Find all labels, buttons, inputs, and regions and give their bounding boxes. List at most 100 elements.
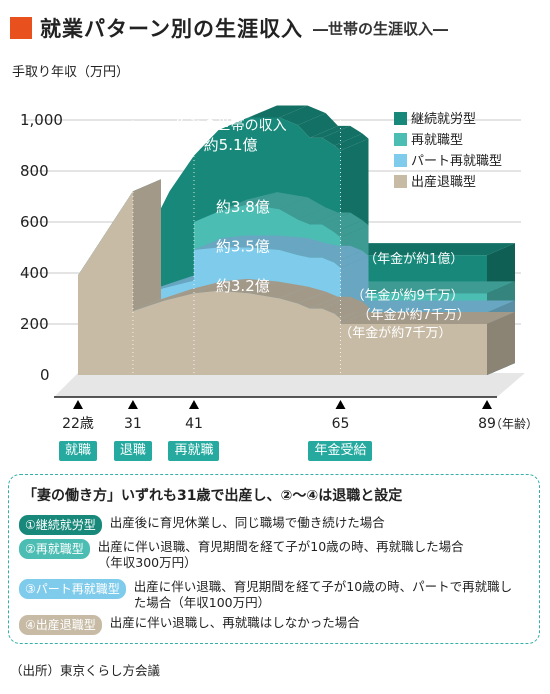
age-tick-marker bbox=[335, 400, 346, 409]
chart-title: 就業パターン別の生涯収入 bbox=[40, 17, 303, 41]
series-4-top-face bbox=[248, 281, 308, 299]
chart-base-band bbox=[54, 373, 525, 397]
age-tick-marker bbox=[188, 400, 199, 409]
age-tick-marker bbox=[73, 400, 83, 409]
legend-label-4: 出産退職型 bbox=[411, 174, 476, 190]
chart-subtitle: ―世帯の生涯収入― bbox=[312, 19, 448, 38]
age-tick-label: 89 bbox=[478, 416, 496, 432]
series-2-top-face bbox=[297, 207, 338, 225]
series-4-area bbox=[78, 191, 487, 375]
legend-label-1: 継続就労型 bbox=[411, 112, 476, 127]
event-badge: 年金受給 bbox=[308, 441, 373, 461]
y-axis-label: 手取り年収（万円） bbox=[12, 65, 129, 80]
event-badge: 再就職 bbox=[168, 441, 220, 461]
age-tick-label: 31 bbox=[124, 416, 142, 432]
event-badge: 就職 bbox=[59, 441, 97, 461]
series-2-top-face bbox=[193, 199, 247, 222]
series-2-top-face bbox=[340, 281, 515, 294]
series-4-top-face bbox=[297, 291, 338, 309]
series-4-top-face bbox=[193, 278, 247, 294]
y-tick-label: 200 bbox=[20, 315, 49, 333]
legend-swatch-2 bbox=[394, 133, 407, 146]
y-tick-label: 1,000 bbox=[20, 111, 63, 129]
series-4-top-face bbox=[163, 281, 222, 302]
series-4-top-face bbox=[340, 306, 369, 324]
age-tick-label: 22歳 bbox=[62, 416, 94, 432]
definition-text-2: 出産に伴い退職、育児期間を経て子が10歳の時、再就職した場合（年収300万円） bbox=[97, 539, 464, 570]
legend-label-2: 再就職型 bbox=[411, 133, 463, 148]
definition-tag-2: ②再就職型 bbox=[19, 539, 90, 559]
title-square-icon bbox=[10, 17, 32, 39]
age-tick-marker bbox=[482, 400, 492, 409]
y-tick-label: 800 bbox=[20, 162, 49, 180]
series-1-top-face bbox=[340, 243, 515, 256]
age-tick-label: 65 bbox=[332, 416, 350, 432]
series-1-top-face bbox=[248, 105, 308, 118]
definition-text-3: 出産に伴い退職、育児期間を経て子が10歳の時、パートで再就職した場合（年収100… bbox=[133, 579, 513, 610]
series-4-top-face bbox=[132, 179, 162, 312]
series-3-top-face bbox=[279, 238, 326, 256]
notes-box: 「妻の働き方」いずれも31歳で出産し、②〜④は退職と設定 ①継続就労型 出産後に… bbox=[8, 474, 540, 644]
definition-row-2: ②再就職型 出産に伴い退職、育児期間を経て子が10歳の時、再就職した場合（年収3… bbox=[19, 539, 486, 571]
age-tick-marker bbox=[127, 400, 138, 409]
y-tick-label: 400 bbox=[20, 264, 49, 282]
notes-heading: 「妻の働き方」いずれも31歳で出産し、②〜④は退職と設定 bbox=[23, 488, 403, 504]
legend-label-3: パート再就職型 bbox=[411, 154, 502, 169]
series-4-top-face bbox=[334, 301, 369, 319]
pension-label-3: （年金が約7千万） bbox=[358, 307, 470, 323]
series-3-top-face bbox=[334, 250, 369, 268]
series-3-top-face bbox=[340, 300, 515, 313]
series-4-top-face bbox=[309, 296, 351, 309]
series-3-top-face bbox=[248, 235, 308, 251]
definition-row-1: ①継続就労型 出産後に育児休業し、同じ職場で働き続けた場合 bbox=[19, 515, 498, 535]
x-axis-unit: （年齢） bbox=[490, 416, 538, 431]
pension-label-1: （年金が約1億） bbox=[364, 251, 463, 267]
lifetime-value-1: 約5.1億 bbox=[204, 136, 258, 154]
series-4-top-face bbox=[218, 278, 277, 294]
legend-swatch-1 bbox=[394, 112, 407, 125]
y-tick-label: 600 bbox=[20, 213, 49, 231]
series-2-top-face bbox=[309, 212, 351, 225]
legend-swatch-4 bbox=[394, 175, 407, 188]
series-2-top-face bbox=[322, 212, 363, 233]
y-tick-label: 0 bbox=[40, 366, 50, 384]
pension-label-2: （年金が約9千万） bbox=[352, 288, 464, 304]
series-1-top-face bbox=[279, 105, 326, 126]
series-4-top-face bbox=[133, 289, 192, 312]
legend-swatch-3 bbox=[394, 154, 407, 167]
series-1-top-face bbox=[297, 113, 338, 138]
pension-label-4: （年金が約7千万） bbox=[339, 325, 451, 341]
series-1-top-face bbox=[334, 133, 369, 151]
series-2-top-face bbox=[218, 192, 277, 212]
series-1-top-face bbox=[322, 125, 363, 146]
age-tick-label: 41 bbox=[185, 416, 203, 432]
series-3-top-face bbox=[218, 235, 277, 248]
definition-text-4: 出産に伴い退職し、再就職はしなかった場合 bbox=[109, 615, 360, 630]
series-1-top-face bbox=[218, 105, 277, 131]
series-3-top-face bbox=[322, 245, 363, 263]
definition-row-4: ④出産退職型 出産に伴い退職し、再就職はしなかった場合 bbox=[19, 615, 498, 635]
definition-text-1: 出産後に育児休業し、同じ職場で働き続けた場合 bbox=[109, 515, 385, 530]
title-block: 就業パターン別の生涯収入 ―世帯の生涯収入― bbox=[10, 12, 448, 44]
series-3-top-face bbox=[193, 235, 247, 251]
definition-tag-4: ④出産退職型 bbox=[19, 615, 102, 635]
series-4-top-face bbox=[322, 296, 363, 314]
area-layer bbox=[78, 105, 515, 375]
definition-tag-1: ①継続就労型 bbox=[19, 515, 102, 535]
lifetime-label: 生涯の世帯の収入 bbox=[175, 118, 287, 134]
series-2-top-face bbox=[279, 197, 326, 220]
event-badge: 退職 bbox=[113, 441, 152, 461]
lifetime-value-2: 約3.8億 bbox=[216, 198, 270, 216]
definition-tag-3: ③パート再就職型 bbox=[19, 579, 126, 599]
lifetime-value-3: 約3.5億 bbox=[216, 237, 270, 255]
series-2-top-face bbox=[248, 192, 308, 210]
series-4-top-face bbox=[279, 286, 326, 304]
source-note: （出所）東京くらし方会議 bbox=[10, 663, 161, 678]
series-4-top-face bbox=[340, 312, 515, 324]
series-3-top-face bbox=[297, 243, 338, 258]
definition-row-3: ③パート再就職型 出産に伴い退職、育児期間を経て子が10歳の時、パートで再就職し… bbox=[19, 579, 522, 611]
